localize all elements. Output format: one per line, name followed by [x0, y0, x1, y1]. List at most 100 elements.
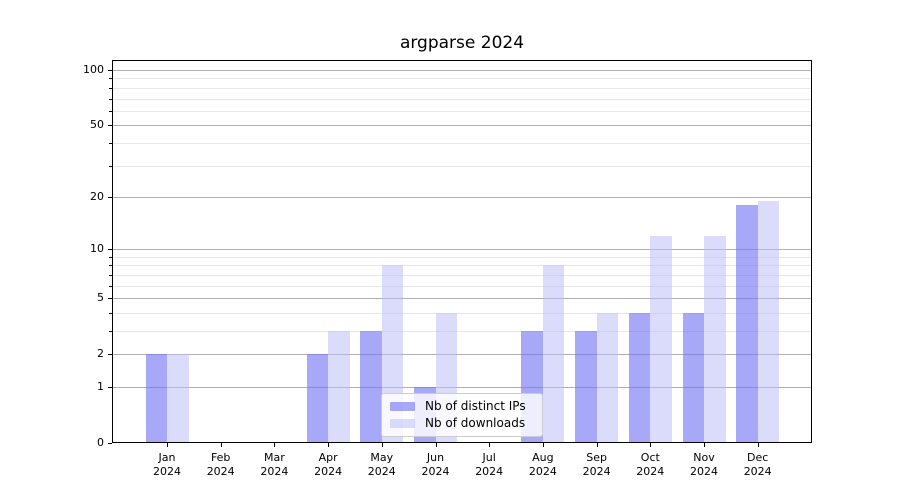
- x-axis-tick-label: Nov 2024: [677, 451, 731, 479]
- gridline-minor: [112, 78, 812, 80]
- x-tick-year: 2024: [690, 465, 718, 478]
- bar-downloads-aug: [542, 265, 565, 443]
- gridline-minor: [112, 87, 812, 89]
- gridline-minor: [112, 265, 812, 267]
- y-tick-major: [108, 298, 112, 300]
- x-tick: [757, 443, 759, 447]
- gridline-minor: [112, 274, 812, 276]
- gridline-minor: [112, 312, 812, 314]
- y-axis-tick-label: 10: [90, 242, 104, 256]
- x-tick-month: Jul: [482, 451, 496, 464]
- legend: Nb of distinct IPs Nb of downloads: [381, 393, 543, 437]
- x-tick-year: 2024: [636, 465, 665, 478]
- x-tick-year: 2024: [153, 465, 181, 478]
- x-tick-month: Nov: [693, 451, 715, 464]
- x-tick-month: Jan: [158, 451, 176, 464]
- bar-downloads-nov: [704, 235, 726, 443]
- chart-title: argparse 2024: [399, 33, 525, 53]
- bar-downloads-jan: [167, 354, 189, 443]
- x-axis-tick-label: Dec 2024: [731, 451, 785, 479]
- x-tick-month: Oct: [640, 451, 660, 464]
- x-tick-year: 2024: [206, 465, 235, 478]
- y-tick-major: [108, 387, 112, 388]
- legend-swatch-distinct-ips: [390, 401, 415, 411]
- x-tick: [167, 443, 168, 447]
- y-axis-tick-label: 50: [90, 118, 104, 132]
- y-tick-major: [108, 249, 112, 251]
- spine-right: [811, 60, 812, 443]
- x-tick-month: Dec: [747, 451, 769, 464]
- bar-distinct-ips-jan: [145, 354, 167, 443]
- x-tick-year: 2024: [582, 465, 611, 478]
- gridline-major: [112, 298, 812, 300]
- bar-distinct-ips-apr: [306, 354, 329, 443]
- y-tick-minor: [109, 274, 112, 276]
- x-tick: [381, 443, 383, 447]
- x-tick-month: Apr: [318, 451, 338, 464]
- gridline-major: [112, 125, 812, 127]
- y-axis-tick-label: 2: [97, 347, 104, 361]
- gridline-minor: [112, 256, 812, 258]
- y-tick-minor: [109, 87, 112, 89]
- bar-distinct-ips-sep: [575, 331, 597, 443]
- y-tick-minor: [109, 78, 112, 80]
- x-tick: [650, 443, 652, 447]
- x-tick-month: Aug: [532, 451, 554, 464]
- y-tick-minor: [109, 165, 112, 167]
- x-axis-tick-label: Aug 2024: [516, 451, 570, 479]
- y-tick-minor: [109, 285, 112, 287]
- gridline-major: [112, 196, 812, 198]
- x-tick-month: Mar: [264, 451, 285, 464]
- x-tick-month: May: [370, 451, 394, 464]
- gridline-major: [112, 387, 812, 388]
- spine-bottom: [112, 442, 812, 443]
- legend-row-downloads: Nb of downloads: [390, 416, 534, 431]
- bar-downloads-apr: [328, 331, 350, 443]
- x-axis-tick-label: Apr 2024: [301, 451, 355, 479]
- gridline-minor: [112, 331, 812, 332]
- gridline-major: [112, 70, 812, 71]
- spine-left: [112, 60, 113, 443]
- bar-distinct-ips-oct: [628, 312, 651, 443]
- x-tick: [274, 443, 276, 447]
- x-tick: [435, 443, 437, 447]
- gridline-minor: [112, 165, 812, 167]
- x-tick-year: 2024: [314, 465, 343, 478]
- gridline-minor: [112, 98, 812, 100]
- x-tick: [704, 443, 705, 447]
- x-tick-year: 2024: [260, 465, 289, 478]
- bar-distinct-ips-dec: [736, 205, 758, 443]
- y-tick-major: [108, 70, 112, 71]
- bar-distinct-ips-may: [360, 331, 382, 443]
- spine-top: [112, 60, 812, 61]
- bar-distinct-ips-nov: [682, 312, 704, 443]
- bar-downloads-oct: [650, 235, 672, 443]
- y-axis-tick-label: 1: [97, 380, 104, 393]
- y-tick-major: [108, 196, 112, 198]
- y-tick-minor: [109, 256, 112, 258]
- x-tick: [542, 443, 544, 447]
- x-axis-tick-label: Mar 2024: [247, 451, 301, 479]
- plot-area: [108, 60, 812, 447]
- gridline-major: [112, 249, 812, 251]
- x-tick: [596, 443, 598, 447]
- y-tick-minor: [109, 98, 112, 100]
- x-tick-year: 2024: [367, 465, 396, 478]
- y-tick-major: [108, 354, 112, 356]
- y-axis-tick-label: 5: [97, 291, 104, 305]
- x-axis-tick-label: Jul 2024: [462, 451, 516, 479]
- x-tick-year: 2024: [528, 465, 557, 478]
- x-axis-tick-label: Jun 2024: [409, 451, 463, 479]
- x-tick: [328, 443, 330, 447]
- y-axis-tick-label: 0: [97, 436, 104, 449]
- x-axis-tick-label: May 2024: [355, 451, 409, 479]
- y-tick-major: [108, 443, 112, 444]
- x-tick-month: Jun: [426, 451, 445, 464]
- y-tick-minor: [109, 110, 112, 112]
- x-axis-tick-label: Sep 2024: [570, 451, 624, 479]
- x-tick-year: 2024: [421, 465, 450, 478]
- x-axis-tick-label: Oct 2024: [623, 451, 677, 479]
- x-axis-tick-label: Feb 2024: [194, 451, 248, 479]
- gridline-minor: [112, 285, 812, 287]
